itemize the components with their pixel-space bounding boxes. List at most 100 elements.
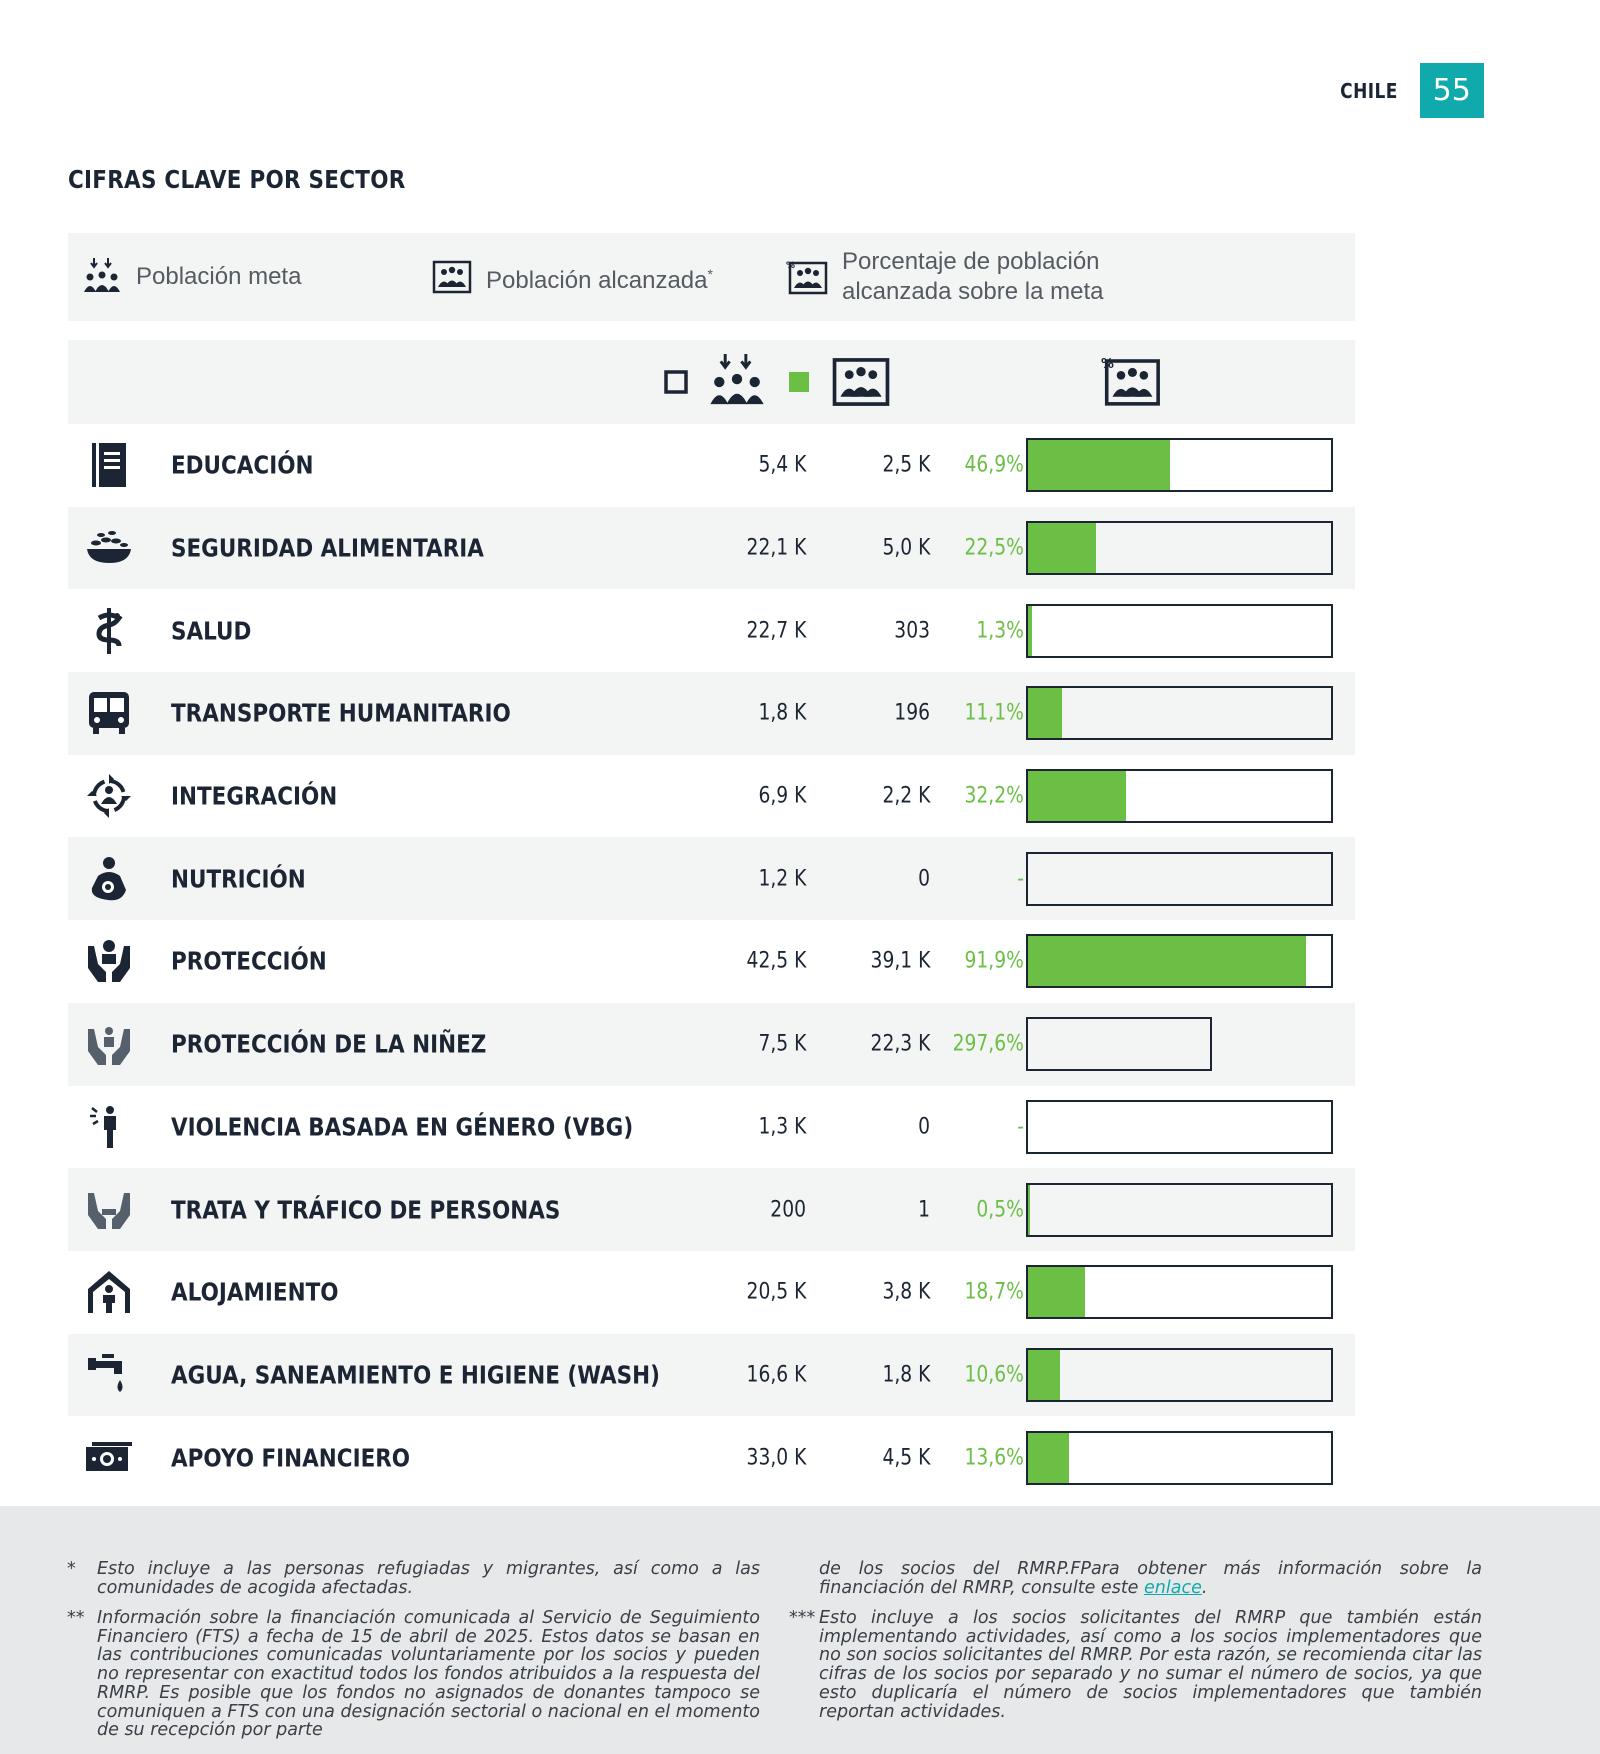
reached-population: 22,3 K <box>870 1031 930 1057</box>
page-number: 55 <box>1419 63 1484 118</box>
target-population: 33,0 K <box>746 1445 806 1471</box>
population-target-icon <box>710 353 764 405</box>
target-population: 42,5 K <box>746 948 806 974</box>
svg-text:%: % <box>1101 357 1114 372</box>
legend-reached: Población alcanzada* <box>432 233 713 321</box>
target-marker <box>1026 1017 1212 1072</box>
protection-hands-icon <box>88 940 130 983</box>
percentage-reached: 46,9% <box>964 452 1024 478</box>
book-icon <box>92 443 126 488</box>
money-icon <box>86 1441 132 1471</box>
table-row: AGUA, SANEAMIENTO E HIGIENE (WASH) 16,6 K… <box>68 1333 1355 1417</box>
percentage-reached: - <box>1017 866 1024 892</box>
health-icon <box>96 607 123 654</box>
sector-name: SALUD <box>171 616 252 646</box>
target-population: 5,4 K <box>758 452 806 478</box>
target-population: 1,3 K <box>758 1114 806 1140</box>
reached-population: 1 <box>918 1197 930 1223</box>
percentage-reached: - <box>1017 1114 1024 1140</box>
progress-bar <box>1026 521 1333 576</box>
legend-percentage-label: Porcentaje de población alcanzada sobre l… <box>842 248 1104 305</box>
progress-bar <box>1026 1099 1333 1154</box>
sector-name: NUTRICIÓN <box>171 864 306 894</box>
page-header: CHILE 55 <box>1330 63 1484 118</box>
percentage-reached: 91,9% <box>964 948 1024 974</box>
sector-table: EDUCACIÓN 5,4 K 2,5 K 46,9% SEGURIDAD ALIMEN… <box>68 424 1355 1499</box>
population-reached-icon <box>432 260 472 294</box>
progress-fill <box>1028 688 1062 739</box>
population-reached-icon <box>832 358 890 406</box>
reached-population: 303 <box>894 618 930 644</box>
legend-reached-label: Población alcanzada* <box>486 265 713 294</box>
reached-population: 1,8 K <box>882 1362 930 1388</box>
table-row: PROTECCIÓN DE LA NIÑEZ 7,5 K 22,3 K 297,6% <box>68 1002 1355 1086</box>
progress-bar <box>1026 603 1333 658</box>
target-population: 16,6 K <box>746 1362 806 1388</box>
svg-text:%: % <box>786 261 795 271</box>
footnote-3: *** Esto incluye a los socios solicitante… <box>789 1608 1482 1722</box>
section-title: CIFRAS CLAVE POR SECTOR <box>68 165 406 194</box>
reached-population: 196 <box>894 700 930 726</box>
progress-bar <box>1026 686 1333 741</box>
progress-fill <box>1028 771 1126 822</box>
percentage-reached-icon: % <box>1101 357 1160 406</box>
reached-population: 2,2 K <box>882 783 930 809</box>
footnotes: * Esto incluye a las personas refugiadas … <box>0 1506 1600 1754</box>
progress-fill <box>1028 1432 1070 1483</box>
legend-target: Población meta <box>82 233 301 321</box>
table-row: EDUCACIÓN 5,4 K 2,5 K 46,9% <box>68 424 1355 507</box>
reached-population: 3,8 K <box>882 1279 930 1305</box>
table-row: SALUD 22,7 K 303 1,3% <box>68 589 1355 672</box>
green-square-icon <box>789 372 809 392</box>
nutrition-icon <box>91 856 126 901</box>
legend-target-label: Población meta <box>136 263 302 290</box>
target-population: 7,5 K <box>758 1031 806 1057</box>
food-bowl-icon <box>87 531 131 564</box>
target-population: 20,5 K <box>746 1279 806 1305</box>
target-population: 22,7 K <box>746 618 806 644</box>
table-row: INTEGRACIÓN 6,9 K 2,2 K 32,2% <box>68 755 1355 838</box>
sector-name: ALOJAMIENTO <box>171 1277 339 1307</box>
target-population: 6,9 K <box>758 783 806 809</box>
reached-population: 39,1 K <box>870 948 930 974</box>
progress-fill <box>1028 440 1171 491</box>
progress-bar <box>1026 438 1333 493</box>
progress-bar <box>1026 851 1333 906</box>
shelter-icon <box>88 1271 130 1314</box>
country-name: CHILE <box>1340 78 1398 103</box>
water-tap-icon <box>88 1353 123 1392</box>
sector-name: SEGURIDAD ALIMENTARIA <box>171 533 484 563</box>
bus-icon <box>89 692 129 735</box>
table-row: SEGURIDAD ALIMENTARIA 22,1 K 5,0 K 22,5% <box>68 506 1355 590</box>
footnote-2: ** Información sobre la financiación comu… <box>67 1608 760 1741</box>
legend: Población meta Población alcanzada* % Po… <box>68 233 1355 321</box>
progress-bar <box>1026 1347 1333 1402</box>
table-row: NUTRICIÓN 1,2 K 0 - <box>68 837 1355 921</box>
progress-fill <box>1028 1184 1030 1235</box>
sector-name: INTEGRACIÓN <box>171 781 338 811</box>
sector-name: TRANSPORTE HUMANITARIO <box>171 698 511 728</box>
table-row: VIOLENCIA BASADA EN GÉNERO (VBG) 1,3 K 0 - <box>68 1086 1355 1169</box>
footnote-1: * Esto incluye a las personas refugiadas … <box>67 1559 760 1598</box>
progress-fill <box>1028 1349 1061 1400</box>
square-outline-icon <box>664 370 688 394</box>
progress-bar <box>1026 769 1333 824</box>
footnote-2-continued: de los socios del RMRP.FPara obtener más… <box>819 1559 1482 1598</box>
progress-fill <box>1028 605 1032 656</box>
sector-name: EDUCACIÓN <box>171 450 314 480</box>
progress-fill <box>1028 936 1307 987</box>
progress-fill <box>1028 1267 1085 1318</box>
percentage-reached: 1,3% <box>976 618 1024 644</box>
sector-name: TRATA Y TRÁFICO DE PERSONAS <box>171 1195 561 1225</box>
sector-name: PROTECCIÓN <box>171 946 327 976</box>
funding-link[interactable]: enlace <box>1144 1577 1202 1598</box>
reached-population: 5,0 K <box>882 535 930 561</box>
percentage-reached-icon: % <box>786 261 828 295</box>
table-row: ALOJAMIENTO 20,5 K 3,8 K 18,7% <box>68 1251 1355 1334</box>
sector-name: PROTECCIÓN DE LA NIÑEZ <box>171 1029 487 1059</box>
table-row: PROTECCIÓN 42,5 K 39,1 K 91,9% <box>68 920 1355 1003</box>
progress-bar <box>1026 1017 1333 1072</box>
sector-name: APOYO FINANCIERO <box>171 1443 411 1473</box>
percentage-reached: 10,6% <box>964 1362 1024 1388</box>
legend-percentage: % Porcentaje de población alcanzada sobre… <box>786 233 1104 321</box>
